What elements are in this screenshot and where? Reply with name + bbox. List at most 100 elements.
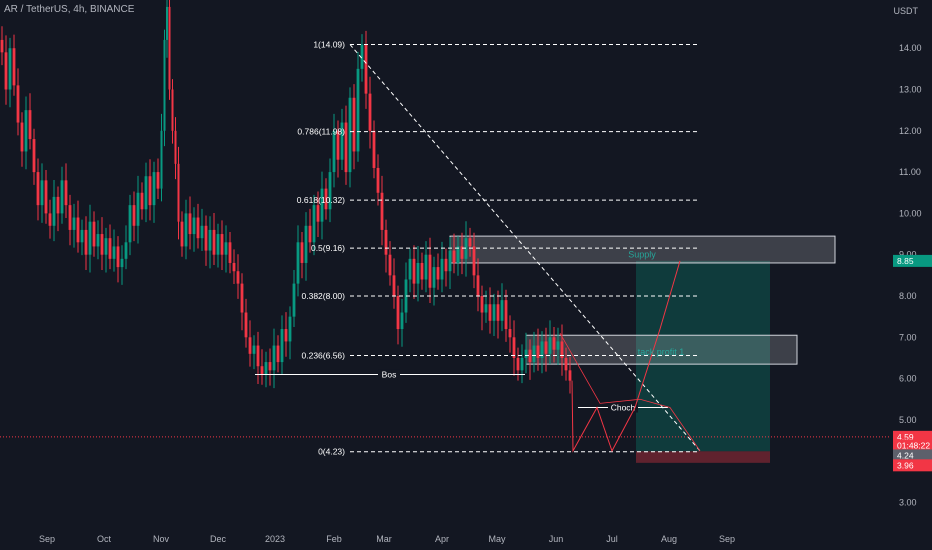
candle-body [444, 258, 448, 272]
candle-body [348, 97, 352, 173]
candle-body [356, 68, 360, 152]
position-loss-zone [636, 451, 770, 463]
candle-body [308, 225, 312, 243]
candle-body [68, 205, 72, 230]
candle-body [340, 122, 344, 160]
candle-body [484, 304, 488, 313]
position-profit-zone [636, 260, 770, 452]
candle-body [528, 349, 532, 363]
price-badge-bg-3 [893, 449, 932, 462]
x-tick-7: Apr [435, 534, 449, 544]
fib-label-3: 0.5(9.16) [311, 243, 345, 253]
price-badge-3: 4.24 [897, 450, 914, 460]
candle-body [544, 341, 548, 354]
zone-label-0: Supply [628, 250, 656, 260]
x-tick-9: Jun [549, 534, 564, 544]
candle-body [20, 122, 24, 152]
candle-body [224, 242, 228, 255]
candle-body [552, 337, 556, 350]
candle-body [12, 48, 16, 86]
x-tick-4: 2023 [265, 534, 285, 544]
y-tick-0: 3.00 [899, 498, 917, 508]
candle-body [304, 225, 308, 263]
choch-label-bg [608, 402, 638, 413]
candle-body [280, 329, 284, 363]
candle-body [520, 357, 524, 371]
candle-body [48, 213, 52, 226]
candle-body [208, 229, 212, 251]
candle-body [376, 167, 380, 193]
candle-body [24, 110, 28, 152]
candle-body [372, 130, 376, 168]
x-tick-6: Mar [376, 534, 392, 544]
candle-body [156, 172, 160, 189]
candle-body [296, 242, 300, 284]
candle-body [512, 337, 516, 358]
candle-body [500, 300, 504, 321]
candle-body [4, 52, 8, 90]
candle-body [268, 362, 272, 371]
candle-body [564, 357, 568, 371]
x-tick-8: May [488, 534, 506, 544]
candle-body [163, 39, 166, 131]
candle-body [204, 225, 208, 251]
price-badge-bg-4 [893, 459, 932, 472]
price-badge-bg-2 [893, 439, 932, 452]
candle-body [52, 196, 56, 226]
candle-body [460, 246, 464, 259]
candle-body [8, 48, 12, 90]
candle-body [180, 221, 184, 247]
x-tick-10: Jul [606, 534, 618, 544]
candle-body [212, 229, 216, 255]
candle-body [424, 254, 428, 280]
candle-body [440, 258, 444, 280]
y-tick-4: 7.00 [899, 332, 917, 342]
candle-body [148, 176, 152, 206]
candle-body [60, 180, 64, 214]
zone-label-1: tack profit 1 [638, 347, 685, 357]
price-badge-1: 4.59 [897, 432, 914, 442]
y-tick-2: 5.00 [899, 415, 917, 425]
candle-body [320, 188, 324, 222]
projection-path-2 [559, 332, 701, 452]
candle-body [177, 163, 180, 222]
candle-body [284, 329, 288, 342]
candle-body [396, 296, 400, 330]
candle-body [532, 345, 536, 363]
x-tick-3: Dec [210, 534, 227, 544]
candle-body [432, 267, 436, 288]
x-tick-0: Sep [39, 534, 55, 544]
candle-body [380, 192, 384, 230]
candle-body [260, 366, 264, 375]
candle-body [144, 176, 148, 210]
y-tick-3: 6.00 [899, 374, 917, 384]
candle-body [344, 122, 348, 173]
candle-body [132, 205, 136, 226]
candle-body [328, 172, 332, 210]
candle-body [416, 262, 420, 284]
choch-label: Choch [611, 403, 636, 413]
price-badge-2: 01:48:22 [897, 441, 930, 451]
candle-body [192, 217, 196, 235]
y-tick-10: 13.00 [899, 85, 922, 95]
candle-body [196, 217, 200, 239]
projection-path [571, 260, 681, 453]
candle-body [332, 130, 336, 173]
candle-body [312, 205, 316, 243]
bos-label: Bos [382, 369, 397, 379]
candle-body [136, 192, 140, 226]
candle-body [188, 213, 192, 235]
candle-body [316, 205, 320, 222]
candle-body [232, 262, 236, 272]
fib-label-0: 1(14.09) [313, 39, 345, 49]
trend-line [349, 44, 701, 452]
candle-body [116, 246, 120, 268]
candle-body [468, 238, 472, 247]
candle-body [96, 234, 100, 247]
candle-body [40, 180, 44, 206]
candle-body [300, 242, 304, 263]
candle-body [548, 337, 552, 354]
candle-body [244, 312, 248, 338]
candle-body [384, 229, 388, 255]
